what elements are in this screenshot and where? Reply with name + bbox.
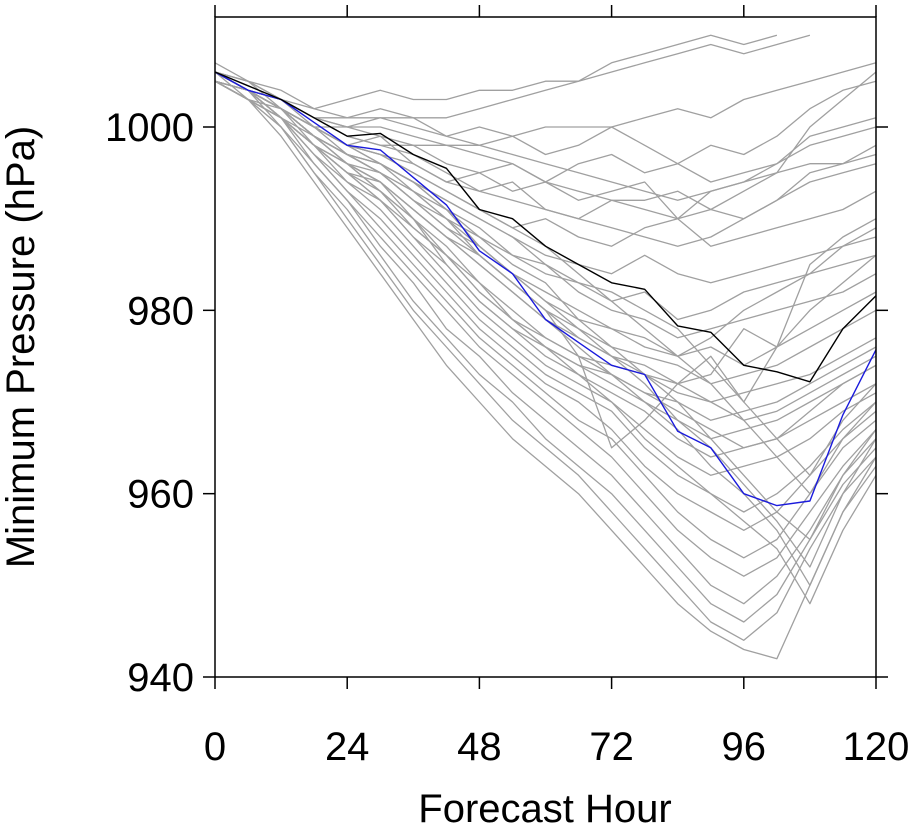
x-axis: 0 24 48 72 96 120 [204, 5, 910, 769]
y-tick-label: 1000 [105, 106, 194, 150]
ensemble-member-line [214, 80, 877, 366]
ensemble-member-line [214, 71, 877, 559]
x-tick-label: 120 [843, 725, 910, 769]
x-axis-title: Forecast Hour [418, 787, 671, 827]
y-tick-label: 960 [127, 473, 194, 517]
black-series-line [214, 71, 877, 383]
ensemble-member-line [214, 71, 877, 284]
blue-series-line [214, 71, 877, 507]
ensemble-member-line [214, 80, 877, 660]
x-tick-label: 48 [457, 725, 502, 769]
x-tick-label: 72 [589, 725, 634, 769]
ensemble-member-line [214, 71, 877, 201]
ensemble-member-line [214, 80, 877, 385]
ensemble-member-line [214, 80, 877, 495]
ensemble-member-line [214, 80, 877, 623]
ensemble-member-line [214, 71, 877, 586]
ensemble-member-line [214, 80, 877, 220]
y-axis: 940 960 980 1000 [105, 106, 888, 700]
ensemble-member-line [214, 71, 877, 541]
ensemble-member-line [214, 80, 877, 531]
ensemble-member-line [214, 71, 877, 421]
ensemble-member-line [214, 71, 877, 247]
ensemble-member-line [214, 71, 877, 641]
ensemble-member-line [214, 62, 877, 137]
plot-frame [214, 16, 877, 678]
ensemble-member-line [214, 71, 877, 449]
x-tick-label: 96 [722, 725, 767, 769]
series-lines [214, 34, 877, 660]
ensemble-member-line [214, 80, 877, 403]
y-tick-label: 980 [127, 289, 194, 333]
ensemble-member-line [214, 80, 877, 605]
ensemble-member-line [214, 80, 877, 449]
x-tick-label: 0 [204, 725, 226, 769]
ensemble-member-line [214, 80, 877, 357]
ensemble-member-line [214, 80, 877, 476]
ensemble-member-line [214, 80, 877, 165]
ensemble-member-line [214, 34, 811, 110]
ensemble-member-line [214, 71, 877, 339]
ensemble-member-line [214, 71, 877, 220]
y-tick-label: 940 [127, 656, 194, 700]
y-axis-title: Minimum Pressure (hPa) [0, 126, 43, 568]
ensemble-member-line [214, 34, 778, 119]
ensemble-member-line [214, 71, 877, 605]
ensemble-member-line [214, 80, 877, 440]
x-tick-label: 24 [325, 725, 370, 769]
